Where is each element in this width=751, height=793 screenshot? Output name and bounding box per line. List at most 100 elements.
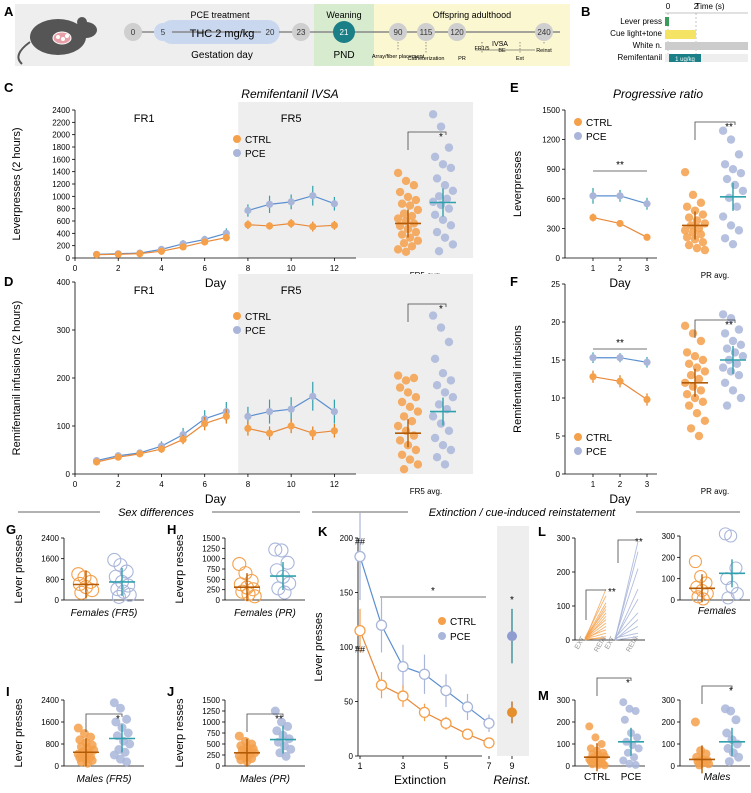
data-point	[111, 589, 126, 604]
data-point	[125, 739, 135, 749]
series-point-ctrl	[114, 453, 122, 461]
x-tick-label: 1	[591, 264, 596, 273]
sig-bracket	[85, 713, 123, 732]
series-point-ctrl	[244, 221, 252, 229]
data-point	[633, 733, 642, 742]
day-label: 115	[420, 28, 433, 37]
thc-dose-label: THC 2 mg/kg	[190, 28, 255, 40]
day-marker	[124, 23, 142, 41]
data-point	[625, 759, 634, 768]
data-point	[430, 152, 440, 162]
y-tick-label: 0	[55, 596, 60, 605]
day-label: 23	[297, 28, 306, 37]
panel-a: A PCE treatment THC 2 mg/kg Gestation da…	[4, 4, 570, 66]
data-point	[434, 192, 444, 201]
y-tick-label: 0	[671, 596, 676, 605]
legend-pce-marker	[574, 447, 582, 455]
series-point-pce	[461, 701, 474, 713]
chart-K: K 0 50 100 150 200 Lever presses 1 3 5 7 9 Extinctio…	[313, 512, 531, 787]
data-point	[696, 198, 706, 207]
section-ext-title: Extinction / cue-induced reinstatement	[429, 507, 616, 519]
y-tick-label: 800	[57, 205, 71, 214]
data-point	[432, 174, 442, 183]
x-tick-label: 6	[202, 480, 207, 489]
data-point	[446, 445, 456, 455]
data-point	[736, 393, 746, 403]
paired-line-ctrl	[584, 588, 607, 641]
legend-pce-label: PCE	[586, 447, 607, 458]
y-tick-label: 1250	[202, 544, 220, 553]
series-point-ctrl	[440, 717, 452, 729]
phase-label-fr1: FR1	[134, 113, 155, 125]
data-point	[120, 747, 130, 757]
data-point	[722, 344, 732, 353]
data-point	[720, 378, 730, 387]
y-axis-label: Remifentanil infusions (2 hours)	[11, 301, 23, 456]
data-point	[430, 210, 440, 220]
paired-line-pce	[614, 612, 639, 639]
x-tick-label: 0	[73, 480, 78, 489]
data-point	[111, 717, 121, 727]
y-tick-label: 250	[207, 586, 221, 595]
data-point	[682, 202, 692, 211]
data-point	[732, 739, 742, 749]
panel-letter: I	[6, 684, 10, 699]
data-point	[721, 591, 735, 605]
data-point	[122, 714, 132, 724]
day-marker	[292, 23, 310, 41]
data-point	[434, 400, 444, 409]
data-point	[247, 589, 262, 604]
hash-pce: ##	[355, 537, 365, 547]
data-point	[730, 587, 744, 601]
x-axis-label: Day	[205, 276, 226, 290]
data-point	[411, 445, 421, 455]
data-point	[600, 761, 609, 770]
series-point-ctrl	[265, 222, 274, 230]
data-point	[718, 126, 728, 135]
y-tick-label: 1250	[202, 707, 220, 716]
panel-letter: G	[6, 522, 16, 537]
y-tick-label: 100	[557, 602, 571, 611]
panel-letter-c: C	[4, 80, 14, 95]
y-tick-label: 25	[551, 280, 560, 289]
series-point-ctrl	[179, 243, 187, 251]
sig-bracket	[596, 677, 632, 696]
data-point	[411, 195, 421, 205]
y-tick-label: 5	[556, 432, 561, 441]
data-point	[395, 187, 405, 197]
x-tick-label: 9	[509, 761, 514, 771]
data-point	[438, 160, 448, 169]
data-point	[722, 728, 732, 738]
series-point-ctrl	[93, 251, 101, 259]
day-label: 120	[450, 28, 464, 37]
x-tick-label: 2	[618, 264, 623, 273]
data-point	[122, 587, 137, 602]
event-label: Ext	[516, 56, 524, 62]
legend-ctrl-marker	[233, 135, 241, 143]
data-point	[736, 340, 746, 349]
series-point-pce	[643, 358, 651, 366]
panel-letter: H	[167, 522, 176, 537]
data-point	[730, 348, 740, 357]
data-point	[686, 424, 696, 433]
sig-bracket	[694, 319, 736, 338]
series-point-ctrl	[157, 445, 166, 453]
chart-E: 0 300 600 900 1200 1500 Leverpresses 1 2 3 Day ** CT…	[512, 106, 748, 290]
y-tick-label: 500	[207, 575, 221, 584]
y-tick-label: 100	[662, 575, 676, 584]
data-point	[397, 230, 407, 239]
x-tick-label: 8	[246, 480, 251, 489]
group-label: Males (FR5)	[76, 774, 131, 785]
y-tick-label: 0	[566, 762, 571, 771]
series-point-ctrl	[483, 737, 495, 749]
data-point	[444, 337, 454, 347]
series-point-pce	[287, 405, 295, 413]
legend-pce-marker	[233, 326, 241, 334]
data-point	[393, 214, 403, 223]
data-point	[690, 352, 700, 361]
series-point-pce	[375, 619, 388, 631]
data-point	[286, 744, 296, 754]
chart-C: 0 200 400 600 800 1000 1200 1400 1600 1800 2000 220…	[11, 102, 473, 290]
data-point	[83, 574, 98, 589]
